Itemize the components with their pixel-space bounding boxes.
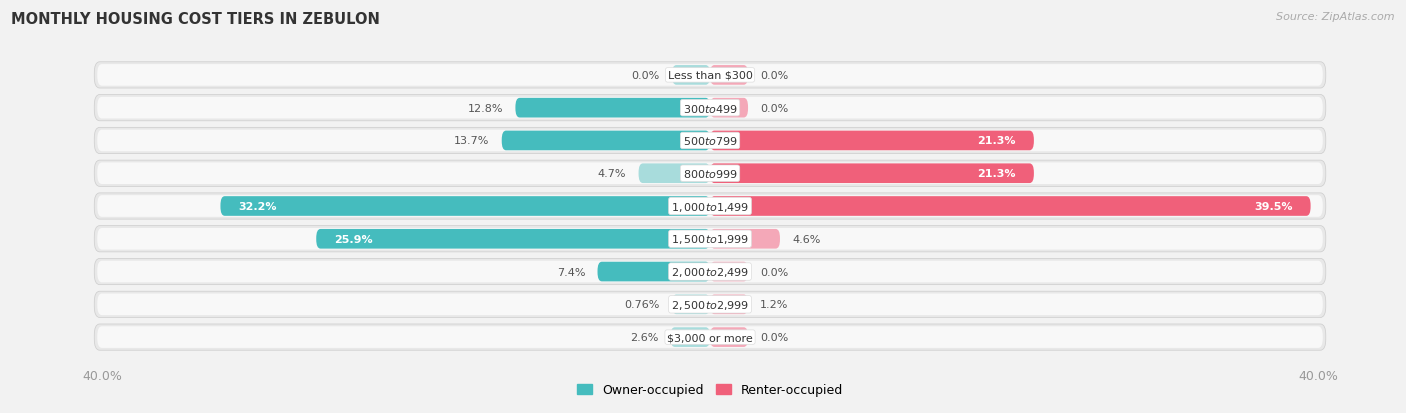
FancyBboxPatch shape: [97, 327, 1323, 348]
Text: 1.2%: 1.2%: [761, 299, 789, 310]
Legend: Owner-occupied, Renter-occupied: Owner-occupied, Renter-occupied: [572, 378, 848, 401]
Text: $3,000 or more: $3,000 or more: [668, 332, 752, 342]
FancyBboxPatch shape: [502, 131, 710, 151]
FancyBboxPatch shape: [672, 66, 710, 85]
Text: 21.3%: 21.3%: [977, 169, 1015, 179]
Text: Source: ZipAtlas.com: Source: ZipAtlas.com: [1277, 12, 1395, 22]
Text: 7.4%: 7.4%: [557, 267, 585, 277]
FancyBboxPatch shape: [97, 261, 1323, 282]
Text: $300 to $499: $300 to $499: [682, 102, 738, 114]
Text: $2,500 to $2,999: $2,500 to $2,999: [671, 298, 749, 311]
FancyBboxPatch shape: [710, 131, 1033, 151]
FancyBboxPatch shape: [97, 65, 1323, 86]
FancyBboxPatch shape: [94, 292, 1326, 318]
Text: 0.0%: 0.0%: [761, 332, 789, 342]
FancyBboxPatch shape: [94, 193, 1326, 220]
FancyBboxPatch shape: [94, 63, 1326, 89]
Text: 0.0%: 0.0%: [761, 71, 789, 81]
FancyBboxPatch shape: [638, 164, 710, 184]
Text: 21.3%: 21.3%: [977, 136, 1015, 146]
Text: 2.6%: 2.6%: [630, 332, 658, 342]
FancyBboxPatch shape: [710, 295, 748, 314]
FancyBboxPatch shape: [94, 95, 1326, 121]
FancyBboxPatch shape: [97, 228, 1323, 250]
FancyBboxPatch shape: [97, 294, 1323, 316]
FancyBboxPatch shape: [97, 131, 1323, 152]
Text: 0.76%: 0.76%: [624, 299, 659, 310]
Text: $1,500 to $1,999: $1,500 to $1,999: [671, 233, 749, 246]
FancyBboxPatch shape: [598, 262, 710, 282]
FancyBboxPatch shape: [672, 295, 710, 314]
Text: Less than $300: Less than $300: [668, 71, 752, 81]
Text: 32.2%: 32.2%: [239, 202, 277, 211]
Text: 4.6%: 4.6%: [792, 234, 821, 244]
FancyBboxPatch shape: [97, 97, 1323, 119]
Text: 0.0%: 0.0%: [761, 267, 789, 277]
Text: 4.7%: 4.7%: [598, 169, 627, 179]
FancyBboxPatch shape: [97, 196, 1323, 217]
Text: MONTHLY HOUSING COST TIERS IN ZEBULON: MONTHLY HOUSING COST TIERS IN ZEBULON: [11, 12, 380, 27]
FancyBboxPatch shape: [221, 197, 710, 216]
FancyBboxPatch shape: [97, 163, 1323, 185]
Text: 12.8%: 12.8%: [468, 103, 503, 114]
FancyBboxPatch shape: [710, 197, 1310, 216]
FancyBboxPatch shape: [94, 161, 1326, 187]
FancyBboxPatch shape: [710, 99, 748, 118]
Text: $800 to $999: $800 to $999: [682, 168, 738, 180]
FancyBboxPatch shape: [94, 128, 1326, 154]
FancyBboxPatch shape: [94, 226, 1326, 252]
FancyBboxPatch shape: [671, 328, 710, 347]
FancyBboxPatch shape: [316, 229, 710, 249]
FancyBboxPatch shape: [94, 324, 1326, 350]
FancyBboxPatch shape: [516, 99, 710, 118]
FancyBboxPatch shape: [710, 262, 748, 282]
Text: $500 to $799: $500 to $799: [682, 135, 738, 147]
Text: 0.0%: 0.0%: [631, 71, 659, 81]
Text: 0.0%: 0.0%: [761, 103, 789, 114]
Text: 25.9%: 25.9%: [335, 234, 373, 244]
FancyBboxPatch shape: [710, 66, 748, 85]
Text: $1,000 to $1,499: $1,000 to $1,499: [671, 200, 749, 213]
FancyBboxPatch shape: [710, 328, 748, 347]
Text: 39.5%: 39.5%: [1254, 202, 1292, 211]
FancyBboxPatch shape: [710, 164, 1033, 184]
Text: 13.7%: 13.7%: [454, 136, 489, 146]
Text: $2,000 to $2,499: $2,000 to $2,499: [671, 266, 749, 278]
FancyBboxPatch shape: [710, 229, 780, 249]
FancyBboxPatch shape: [94, 259, 1326, 285]
